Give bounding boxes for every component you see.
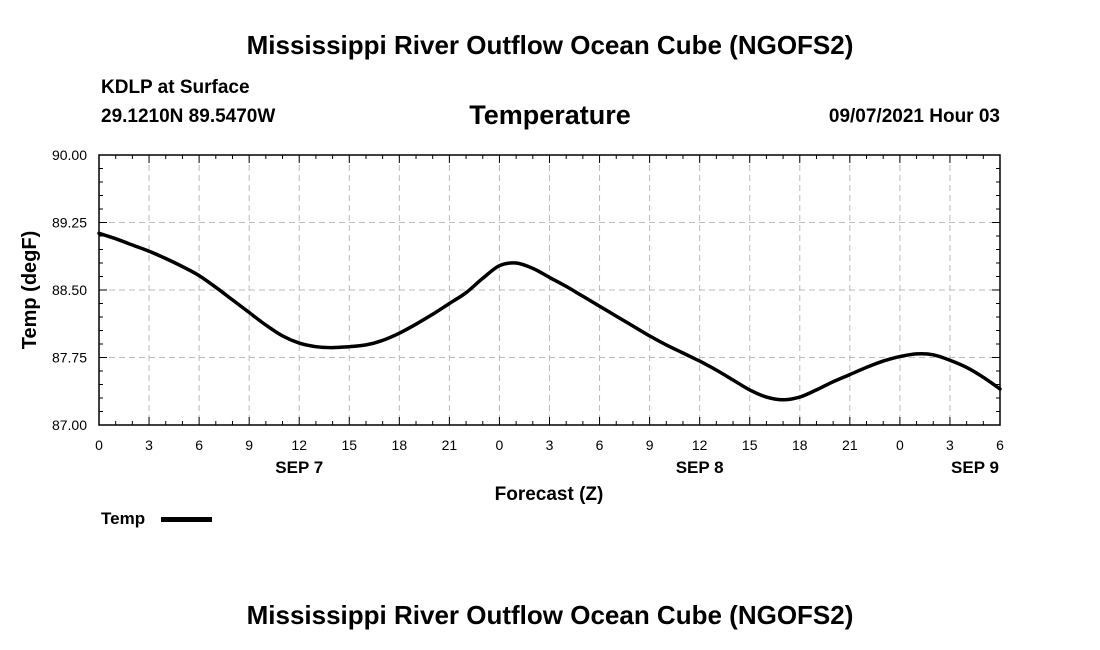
x-tick-label: 9 [646,437,654,453]
chart-footer-title: Mississippi River Outflow Ocean Cube (NG… [246,600,854,630]
x-tick-label: 12 [692,437,708,453]
x-date-label: SEP 8 [676,458,724,477]
y-tick-label: 87.00 [52,417,87,433]
x-tick-label: 18 [392,437,408,453]
series-line-temp [97,231,1002,402]
x-tick-label: 3 [145,437,153,453]
y-axis-label: Temp (degF) [19,231,41,350]
x-tick-label: 9 [245,437,253,453]
y-tick-label: 89.25 [52,215,87,231]
plot-frame [98,154,1001,426]
x-tick-label: 0 [496,437,504,453]
legend-entry-temp: Temp [101,509,146,528]
x-tick-label: 18 [792,437,808,453]
station-coordinates: 29.1210N 89.5470W [101,106,276,127]
x-tick-label: 0 [896,437,904,453]
y-tick-label: 90.00 [52,147,87,163]
chart-grid [99,155,1000,425]
chart-main-title: Mississippi River Outflow Ocean Cube (NG… [246,30,854,60]
x-tick-label: 12 [291,437,307,453]
x-tick-label: 21 [442,437,458,453]
y-tick-label: 87.75 [52,350,87,366]
x-tick-label: 15 [742,437,758,453]
station-label: KDLP at Surface [101,77,250,98]
x-tick-label: 15 [341,437,357,453]
x-date-label: SEP 7 [275,458,323,477]
x-tick-label: 3 [546,437,554,453]
x-tick-label: 0 [95,437,103,453]
x-date-label: SEP 9 [951,458,999,477]
x-axis-label: Forecast (Z) [495,484,604,505]
x-tick-label: 6 [195,437,203,453]
x-tick-label: 6 [596,437,604,453]
forecast-datetime: 09/07/2021 Hour 03 [828,106,1000,127]
chart-labels: 0 3 6 9 12 15 18 21 0 3 6 9 12 15 18 21 0 3 6 87.00 87.75 88.… [52,147,1004,477]
variable-title: Temperature [469,100,631,130]
x-tick-label: 21 [842,437,858,453]
x-tick-label: 3 [946,437,954,453]
y-tick-label: 88.50 [52,282,87,298]
x-tick-label: 6 [996,437,1004,453]
legend-swatch-temp [161,517,212,522]
